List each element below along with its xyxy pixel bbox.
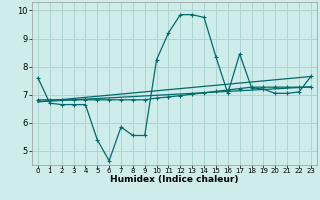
X-axis label: Humidex (Indice chaleur): Humidex (Indice chaleur) [110,175,239,184]
